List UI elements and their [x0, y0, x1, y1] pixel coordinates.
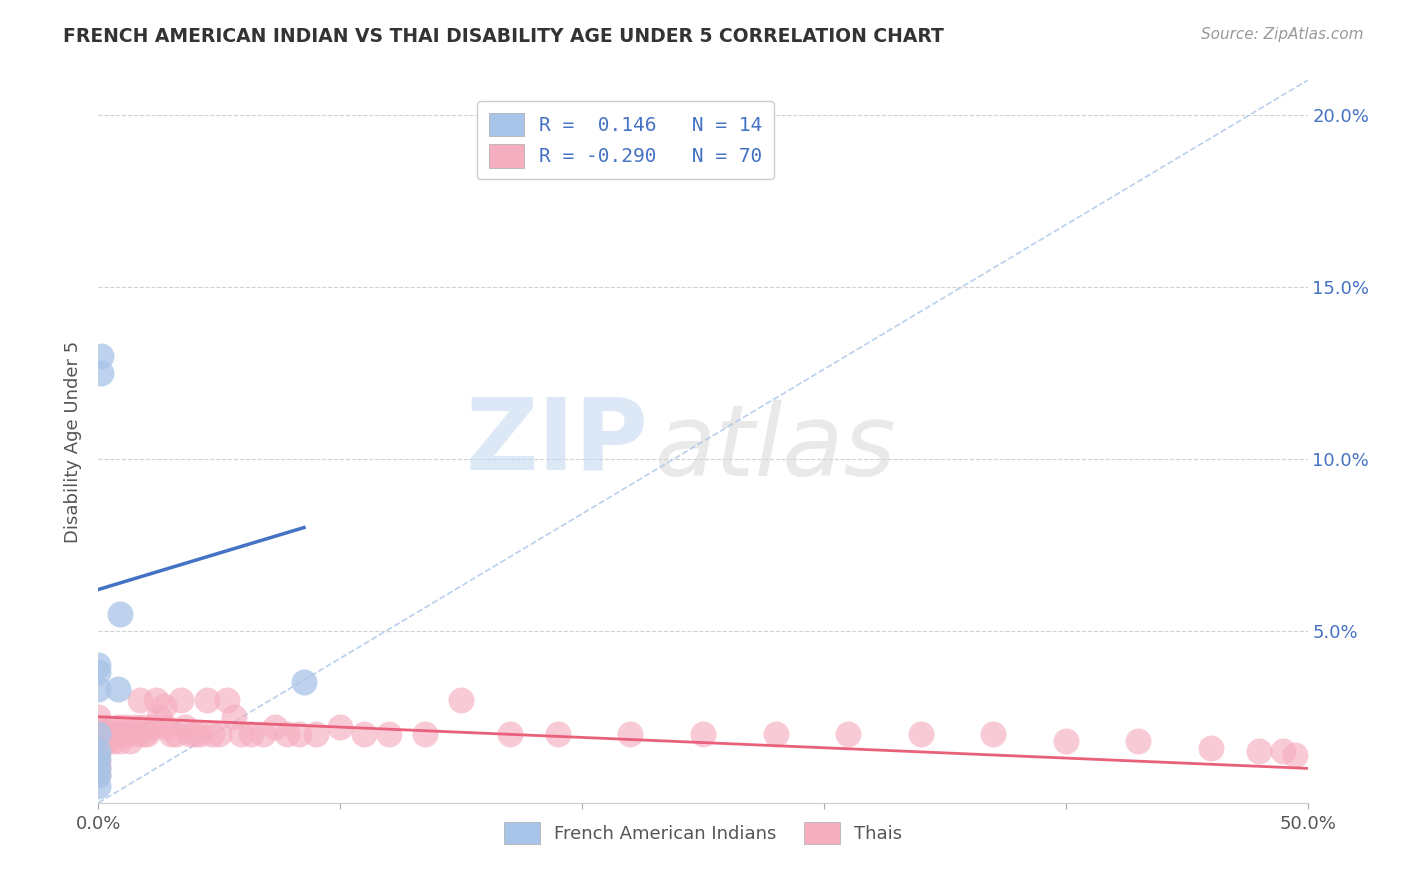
Point [100, 727, 122, 741]
Point [174, 720, 197, 734]
Point [981, 727, 1004, 741]
Point [305, 727, 328, 741]
Point [87, 768, 110, 782]
Point [107, 682, 129, 697]
Point [252, 727, 274, 741]
Point [97, 734, 120, 748]
Point [90, 727, 112, 741]
Point [165, 727, 187, 741]
Point [547, 727, 569, 741]
Point [1054, 734, 1077, 748]
Point [353, 727, 375, 741]
Point [114, 720, 136, 734]
Point [87, 710, 110, 724]
Y-axis label: Disability Age Under 5: Disability Age Under 5 [65, 341, 83, 542]
Point [239, 727, 262, 741]
Text: atlas: atlas [655, 401, 896, 497]
Point [1284, 747, 1306, 762]
Point [450, 692, 472, 706]
Legend: French American Indians, Thais: French American Indians, Thais [496, 815, 910, 852]
Point [152, 699, 174, 714]
Point [94, 720, 117, 734]
Point [148, 710, 170, 724]
Point [837, 727, 859, 741]
Point [288, 727, 311, 741]
Point [87, 744, 110, 758]
Point [201, 727, 224, 741]
Point [619, 727, 641, 741]
Point [329, 720, 352, 734]
Point [87, 755, 110, 769]
Point [124, 720, 146, 734]
Point [87, 727, 110, 741]
Point [107, 720, 129, 734]
Point [264, 720, 287, 734]
Point [184, 727, 207, 741]
Point [377, 727, 399, 741]
Point [90, 349, 112, 363]
Point [108, 607, 131, 621]
Point [692, 727, 714, 741]
Point [215, 692, 238, 706]
Point [1272, 744, 1295, 758]
Point [188, 727, 211, 741]
Point [118, 734, 141, 748]
Point [90, 366, 112, 380]
Point [498, 727, 520, 741]
Point [134, 727, 156, 741]
Point [111, 727, 134, 741]
Text: FRENCH AMERICAN INDIAN VS THAI DISABILITY AGE UNDER 5 CORRELATION CHART: FRENCH AMERICAN INDIAN VS THAI DISABILIT… [63, 27, 945, 45]
Point [169, 692, 191, 706]
Point [413, 727, 436, 741]
Point [145, 692, 167, 706]
Point [195, 692, 218, 706]
Point [141, 720, 163, 734]
Point [276, 727, 298, 741]
Point [101, 734, 124, 748]
Point [127, 727, 149, 741]
Point [229, 727, 252, 741]
Point [1249, 744, 1271, 758]
Point [765, 727, 787, 741]
Point [91, 734, 114, 748]
Point [87, 751, 110, 765]
Point [208, 727, 231, 741]
Point [160, 727, 183, 741]
Point [87, 761, 110, 775]
Point [222, 710, 245, 724]
Point [87, 727, 110, 741]
Point [87, 768, 110, 782]
Point [128, 692, 150, 706]
Point [87, 761, 110, 775]
Text: ZIP: ZIP [465, 393, 648, 490]
Point [87, 744, 110, 758]
Point [87, 665, 110, 679]
Point [155, 720, 177, 734]
Point [135, 727, 157, 741]
Point [117, 727, 139, 741]
Point [87, 682, 110, 697]
Point [910, 727, 932, 741]
Point [104, 727, 127, 741]
Point [292, 675, 315, 690]
Text: Source: ZipAtlas.com: Source: ZipAtlas.com [1201, 27, 1364, 42]
Point [131, 720, 153, 734]
Point [87, 734, 110, 748]
Point [1199, 740, 1222, 755]
Point [179, 727, 201, 741]
Point [87, 720, 110, 734]
Point [108, 734, 131, 748]
Point [87, 779, 110, 793]
Point [1128, 734, 1150, 748]
Point [87, 658, 110, 673]
